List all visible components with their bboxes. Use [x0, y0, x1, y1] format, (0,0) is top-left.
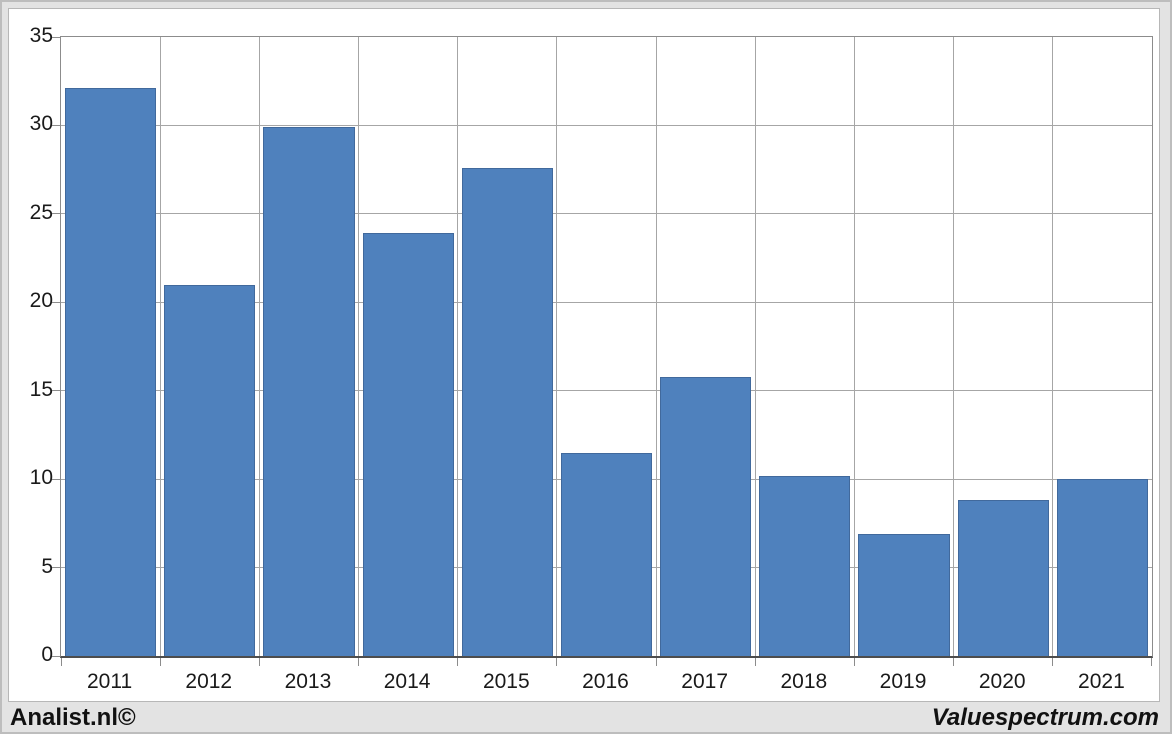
x-tick-2 [258, 658, 260, 666]
y-axis-label-5: 5 [41, 554, 53, 578]
y-gridline-15 [61, 390, 1152, 392]
x-gridline-8 [853, 37, 855, 656]
y-tick-35 [52, 36, 60, 38]
y-axis-label-20: 20 [29, 289, 53, 313]
x-gridline-6 [655, 37, 657, 656]
x-axis-label-2014: 2014 [383, 670, 431, 693]
y-axis-label-25: 25 [29, 200, 53, 224]
x-tick-7 [754, 658, 756, 666]
y-tick-20 [52, 301, 60, 303]
x-axis-label-2019: 2019 [879, 670, 927, 693]
x-tick-11 [1150, 658, 1152, 666]
x-gridline-5 [556, 37, 558, 656]
y-gridline-25 [61, 213, 1152, 215]
y-tick-10 [52, 478, 60, 480]
x-axis-label-2012: 2012 [185, 670, 233, 693]
x-axis-label-2013: 2013 [284, 670, 332, 693]
x-axis-label-2018: 2018 [780, 670, 828, 693]
x-tick-1 [159, 658, 161, 666]
bar-2011 [65, 88, 157, 656]
x-axis-label-2021: 2021 [1078, 670, 1125, 693]
chart-panel: 0 5 10 15 20 25 30 35 2011 2012 2013 2014 2015 2016 2… [8, 8, 1160, 702]
x-tick-4 [457, 658, 459, 666]
y-axis-label-35: 35 [29, 24, 53, 47]
y-axis-label-30: 30 [29, 112, 53, 136]
x-gridline-10 [1052, 37, 1054, 656]
x-gridline-7 [754, 37, 756, 656]
bar-2018 [759, 475, 851, 656]
bar-2015 [461, 167, 553, 656]
bar-2012 [164, 284, 256, 656]
x-tick-10 [1052, 658, 1054, 666]
x-axis-label-2016: 2016 [582, 670, 629, 693]
y-gridline-30 [61, 124, 1152, 126]
plot-area [52, 36, 1153, 666]
x-axis-label-2020: 2020 [978, 670, 1026, 693]
bar-2013 [263, 127, 355, 656]
attribution-analist: Analist.nl© [10, 704, 136, 731]
x-gridline-4 [457, 37, 459, 656]
x-tick-5 [556, 658, 558, 666]
x-gridline-1 [159, 37, 161, 656]
bar-2014 [362, 233, 454, 656]
bar-2020 [957, 500, 1049, 656]
y-tick-15 [52, 390, 60, 392]
y-tick-30 [52, 124, 60, 126]
x-gridline-9 [953, 37, 955, 656]
x-gridline-2 [258, 37, 260, 656]
x-tick-9 [953, 658, 955, 666]
x-gridline-3 [358, 37, 360, 656]
x-tick-6 [655, 658, 657, 666]
y-tick-25 [52, 213, 60, 215]
x-tick-3 [358, 658, 360, 666]
bar-2016 [560, 452, 653, 656]
y-axis-label-10: 10 [29, 466, 53, 490]
y-gridline-20 [61, 301, 1152, 303]
x-tick-0 [60, 658, 62, 666]
bar-2017 [660, 376, 752, 656]
y-axis-label-0: 0 [41, 643, 53, 666]
y-tick-0 [52, 655, 60, 657]
attribution-valuespectrum: Valuespectrum.com [931, 704, 1159, 731]
x-axis-label-2011: 2011 [87, 670, 133, 693]
x-tick-8 [853, 658, 855, 666]
y-axis-label-15: 15 [29, 377, 53, 401]
x-axis-label-2015: 2015 [482, 670, 530, 693]
bar-2021 [1056, 479, 1148, 656]
x-axis-label-2017: 2017 [681, 670, 729, 693]
bar-2019 [858, 533, 950, 656]
y-tick-5 [52, 567, 60, 569]
